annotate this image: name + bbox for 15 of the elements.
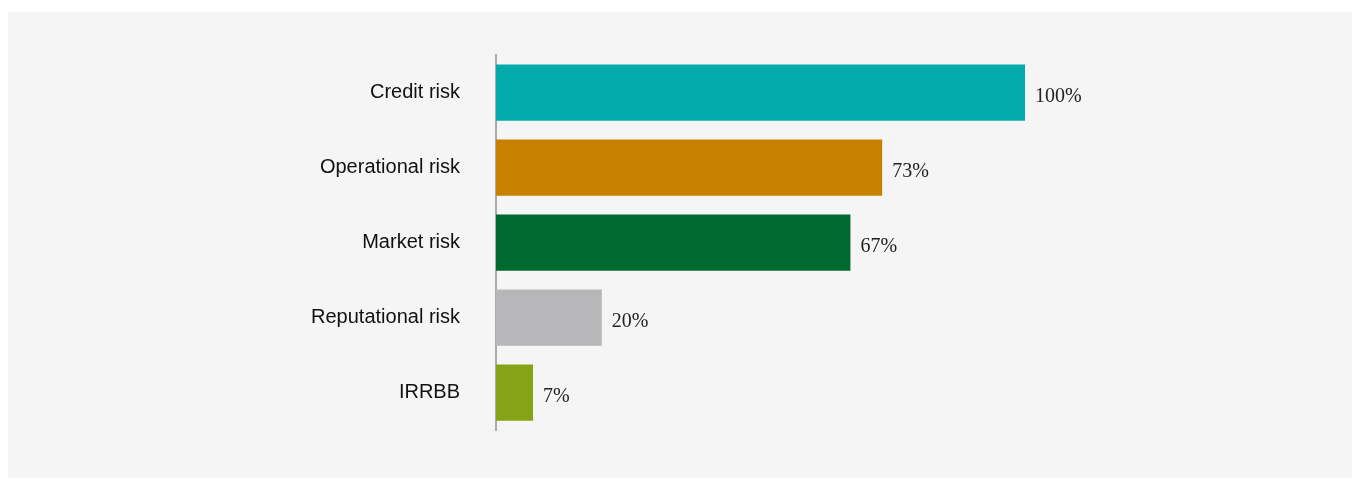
bar xyxy=(496,64,1025,121)
bar xyxy=(496,139,883,196)
y-tick-label: Market risk xyxy=(362,230,461,253)
y-tick-label: Credit risk xyxy=(369,80,461,103)
bar xyxy=(496,214,851,271)
bar xyxy=(496,289,602,346)
y-tick-label: IRRBB xyxy=(398,380,460,403)
data-label: 7% xyxy=(543,383,570,406)
data-label: 100% xyxy=(1035,83,1082,106)
y-tick-label: Reputational risk xyxy=(311,305,461,328)
data-label: 67% xyxy=(860,233,898,256)
data-label: 20% xyxy=(611,308,649,331)
bar xyxy=(496,364,534,421)
data-label: 73% xyxy=(892,158,929,181)
y-tick-label: Operational risk xyxy=(319,155,461,178)
